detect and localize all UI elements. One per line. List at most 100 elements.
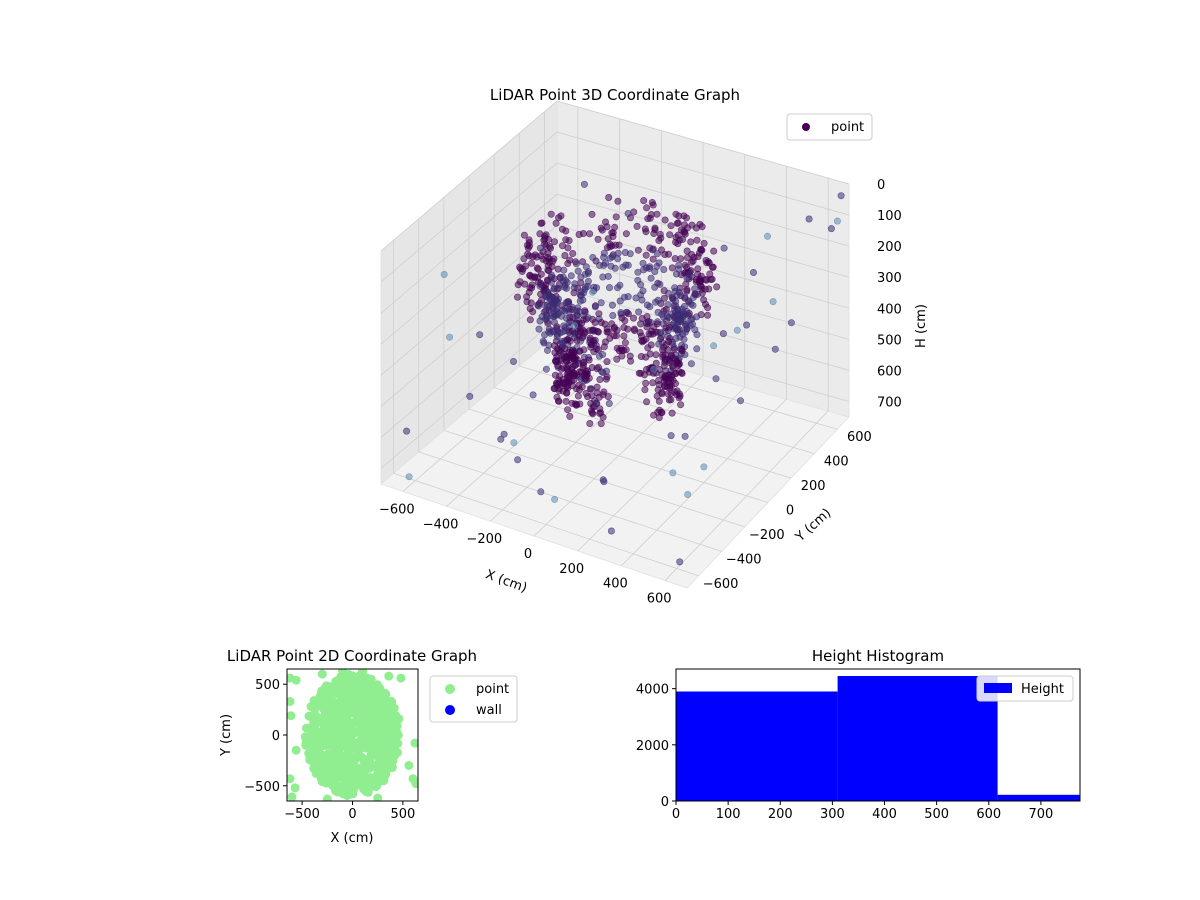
chart-3d-point [563,373,571,381]
chart-3d-point [708,275,716,283]
chart-3d-point [719,330,727,338]
chart-3d-point [536,282,544,290]
chart-2d-point [287,711,296,721]
chart-3d-point [542,365,550,373]
chart-3d-grid-z-side [380,256,558,407]
chart-3d-point [671,284,679,292]
chart-2d-point [332,685,342,695]
chart-3d-point [634,268,642,276]
chart-3d-point [569,250,577,258]
chart-3d-point [671,323,679,331]
chart-2d-point [383,755,393,765]
chart-3d-point [523,241,531,249]
chart-3d-point [669,294,677,302]
chart-3d-point [642,379,650,387]
chart-3d-point [681,261,689,269]
chart-3d-ytick: −200 [749,528,785,543]
chart-2d-point [290,783,300,793]
chart-3d-point [665,323,673,331]
chart-3d-point [670,345,678,353]
chart-3d-ytick: −400 [726,552,762,567]
chart-3d-point [619,263,627,271]
chart-3d-point [596,375,604,383]
chart-2d-point [350,728,360,738]
chart-3d-point [563,365,571,373]
chart-3d-point [712,375,720,383]
chart-3d-point [683,307,691,315]
chart-3d-ztick: 200 [877,240,902,255]
chart-3d-point [650,230,658,238]
chart-3d-point [837,192,845,200]
chart-2d-point [308,720,318,730]
chart-3d-point [645,264,653,272]
chart-3d-point [600,478,608,486]
chart-3d-point [592,399,600,407]
chart-3d-point [513,293,521,301]
chart-3d-point [708,263,716,271]
histogram-xtick: 200 [768,807,793,822]
chart-2d-point [336,699,346,709]
chart-2d-point [309,743,319,753]
chart-3d-point [649,246,657,254]
chart-3d-point [566,256,574,264]
chart-3d-point [671,255,679,263]
chart-3d-point [669,469,677,477]
chart-3d-point [597,420,605,428]
chart-3d-point [607,262,615,270]
chart-3d-point [595,352,603,360]
chart-3d-point [601,259,609,267]
chart-3d-point [654,408,662,416]
chart-3d-ztick: 700 [877,395,902,410]
histogram-tick-labels: 0 100 200 300 400 500 600 700 0 2000 4000 [636,683,1053,822]
chart-3d-point [613,284,621,292]
chart-3d-point [656,280,664,288]
chart-2d-xtick: 500 [390,807,415,822]
chart-3d-point [551,495,559,503]
chart-3d-point [563,284,571,292]
histogram-xtick: 600 [976,807,1001,822]
histogram-legend-swatch [984,683,1012,693]
chart-2d-point [300,732,310,742]
chart-3d-point [642,353,650,361]
chart-3d: LiDAR Point 3D Coordinate Graph −600 −400… [379,86,929,607]
chart-3d-point [626,250,634,258]
chart-2d-ytick: 500 [255,678,280,693]
chart-3d-point [653,210,661,218]
chart-3d-point [603,328,611,336]
chart-3d-point [639,259,647,267]
chart-3d-point [666,231,674,239]
chart-3d-point [555,397,563,405]
chart-3d-point [675,212,683,220]
chart-3d-point [562,299,570,307]
chart-3d-point [593,365,601,373]
chart-3d-grid-z-back [556,162,850,247]
chart-3d-point [647,341,655,349]
chart-3d-point [769,298,777,306]
chart-2d-point [411,779,418,789]
chart-3d-point [624,210,632,218]
chart-2d-point [358,669,368,676]
chart-3d-point [594,235,602,243]
chart-3d-point [550,238,558,246]
chart-3d-xtick: −400 [423,517,459,532]
chart-3d-point [562,327,570,335]
chart-3d-point [620,346,628,354]
chart-3d-point [660,343,668,351]
histogram-legend-box [976,675,1074,702]
chart-3d-point [771,345,779,353]
chart-2d-point [365,763,375,772]
chart-3d-grid-y [468,408,769,503]
chart-3d-point [584,269,592,277]
chart-3d-point [547,210,555,218]
chart-2d-point [344,669,354,679]
chart-3d-point [542,231,550,239]
chart-3d-point [691,285,699,293]
chart-3d-point [589,254,597,262]
chart-3d-point [620,323,628,331]
chart-3d-xlabel: X (cm) [483,567,529,596]
chart-3d-point [633,222,641,230]
chart-histogram: Height Histogram 0 100 200 300 400 500 600 7000… [636,647,1081,822]
chart-3d-point [672,334,680,342]
chart-3d-point [673,305,681,313]
chart-3d-point [656,230,664,238]
